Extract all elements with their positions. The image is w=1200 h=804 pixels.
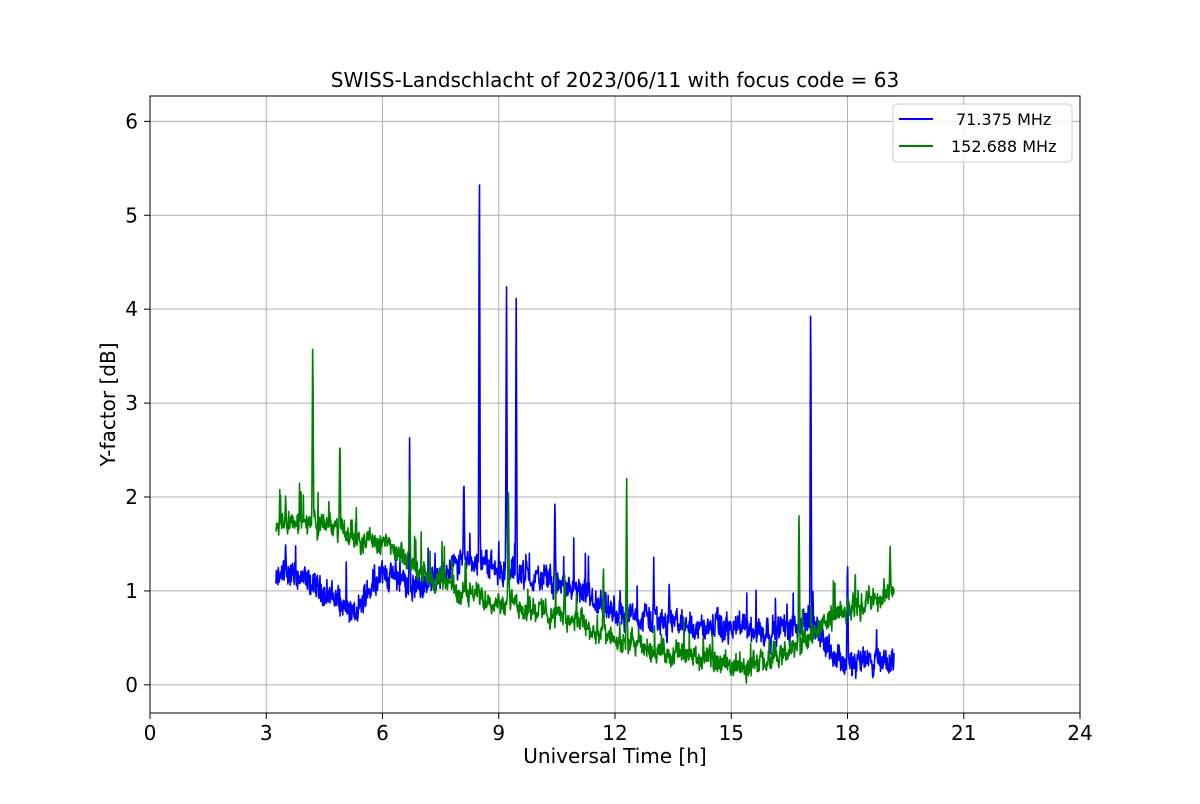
legend-box (892, 103, 1073, 163)
y-tick-label: 2 (125, 485, 138, 509)
chart-title: SWISS-Landschlacht of 2023/06/11 with fo… (331, 68, 899, 92)
x-tick-label: 18 (835, 721, 860, 745)
y-tick-label: 1 (125, 579, 138, 603)
legend: 71.375 MHz 152.688 MHz (892, 103, 1073, 163)
y-tick-label: 0 (125, 673, 138, 697)
series-lines (275, 184, 895, 684)
x-tick-label: 21 (951, 721, 976, 745)
x-tick-label: 12 (602, 721, 627, 745)
x-tick-label: 3 (260, 721, 273, 745)
legend-label-152mhz: 152.688 MHz (951, 137, 1056, 156)
y-tick-label: 4 (125, 297, 138, 321)
y-tick-label: 5 (125, 203, 138, 227)
x-tick-label: 9 (492, 721, 505, 745)
grid-lines (149, 96, 1081, 713)
series-line-71mhz (275, 184, 895, 680)
y-tick-label: 6 (125, 109, 138, 133)
x-axis-title: Universal Time [h] (523, 744, 706, 768)
series-line-152mhz (275, 348, 895, 684)
legend-label-71mhz: 71.375 MHz (956, 110, 1051, 129)
x-tick-label: 24 (1067, 721, 1092, 745)
x-tick-label: 0 (144, 721, 157, 745)
x-tick-label: 15 (719, 721, 744, 745)
x-tick-label: 6 (376, 721, 389, 745)
y-axis-title: Y-factor [dB] (96, 342, 120, 467)
y-tick-label: 3 (125, 391, 138, 415)
